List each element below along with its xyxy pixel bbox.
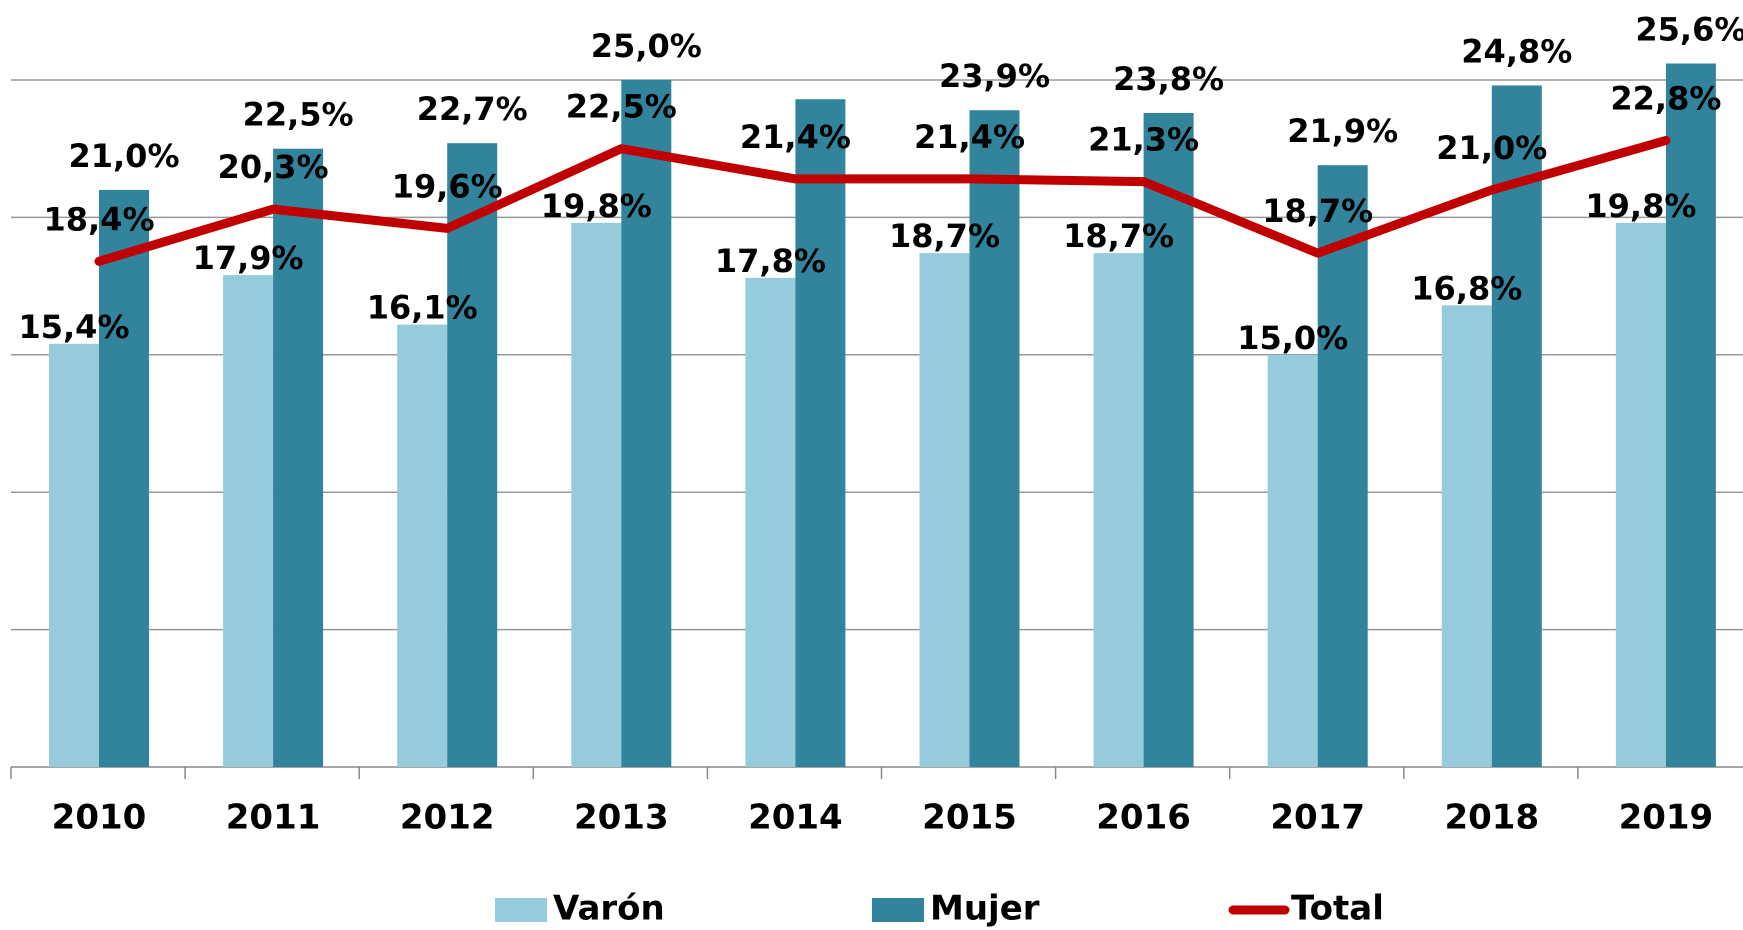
data-label: 18,4% [43,200,154,238]
data-label: 25,6% [1635,11,1743,49]
data-label: 22,5% [243,96,354,134]
bar [273,148,324,767]
data-label: 24,8% [1461,32,1572,70]
data-label: 21,3% [1088,121,1199,159]
data-label: 18,7% [1063,217,1174,255]
data-label: 22,5% [566,88,677,126]
data-label: 22,8% [1610,79,1721,117]
bar [447,143,498,768]
bar [1665,63,1716,767]
data-label: 19,8% [1585,187,1696,225]
data-label: 23,8% [1113,60,1224,98]
bar [1615,222,1666,767]
bar [1267,354,1318,767]
data-label: 17,8% [715,242,826,280]
data-label: 15,4% [18,308,129,346]
data-label: 18,7% [889,217,1000,255]
x-tick-label: 2017 [1270,798,1365,838]
bar [1143,112,1194,767]
data-label: 23,9% [939,57,1050,95]
data-label: 21,4% [914,118,1025,156]
legend-label: Mujer [930,889,1040,929]
bar [919,253,970,767]
bar [1491,85,1542,768]
data-label: 21,9% [1287,112,1398,150]
data-label: 21,0% [68,137,179,175]
data-label: 20,3% [218,148,329,186]
x-tick-label: 2019 [1619,798,1714,838]
data-label: 22,7% [417,90,528,128]
bar [49,343,99,767]
x-tick-label: 2014 [748,798,843,838]
data-label: 15,0% [1237,319,1348,357]
bar [621,80,672,767]
line [94,135,1671,266]
x-tick-label: 2013 [574,798,669,838]
x-tick-label: 2010 [52,798,147,838]
data-label: 21,4% [740,118,851,156]
data-label: 21,0% [1436,129,1547,167]
bar [571,222,622,767]
bar [745,277,796,767]
legend-label: Varón [553,889,665,929]
legend-swatch [495,898,547,922]
x-tick-label: 2016 [1096,798,1191,838]
bar [1093,253,1144,767]
legend-label: Total [1291,889,1384,929]
data-label: 25,0% [591,27,702,65]
x-tick-label: 2011 [226,798,321,838]
bar [1317,165,1368,768]
bar [1441,305,1492,767]
data-label: 18,7% [1262,192,1373,230]
data-label: 16,8% [1411,269,1522,307]
data-label: 16,1% [367,289,478,327]
x-tick-label: 2018 [1444,798,1539,838]
bar [795,99,846,767]
bar [223,275,274,767]
data-label: 19,8% [541,187,652,225]
x-tick-label: 2012 [400,798,495,838]
x-tick-label: 2015 [922,798,1017,838]
bar [99,189,149,768]
data-label: 17,9% [193,239,304,277]
bar [397,324,448,767]
data-label: 19,6% [392,167,503,205]
bar [969,110,1020,767]
legend-swatch [872,898,924,922]
